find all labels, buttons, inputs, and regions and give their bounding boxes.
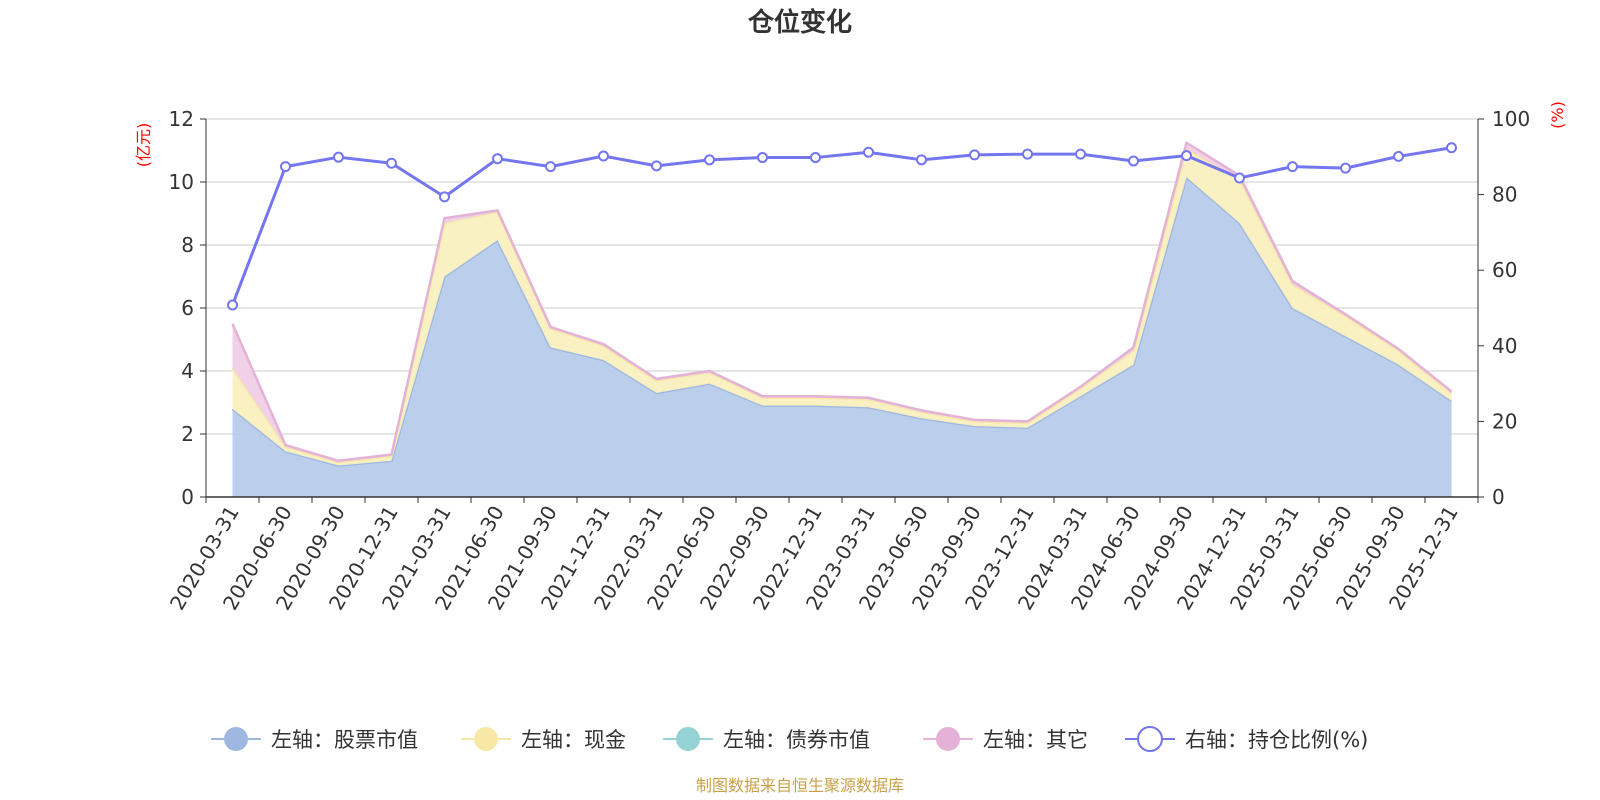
- legend-label: 左轴：债券市值: [723, 728, 870, 752]
- legend-label: 右轴：持仓比例(%): [1185, 728, 1368, 752]
- right-tick-label: 80: [1492, 183, 1517, 207]
- area-other: [232, 142, 1452, 463]
- legend-marker-hollow: [1137, 726, 1163, 752]
- ratio-point: [386, 157, 397, 169]
- ratio-point: [227, 299, 238, 311]
- ratio-point: [1340, 162, 1351, 174]
- legend-label: 左轴：其它: [983, 728, 1088, 752]
- ratio-point: [598, 150, 609, 162]
- right-axis-unit: (%): [1548, 101, 1567, 129]
- ratio-point: [1022, 148, 1033, 160]
- position-ratio-line: [227, 142, 1457, 311]
- area-cash: [232, 148, 1452, 466]
- legend: 左轴：股票市值 左轴：现金 左轴：债券市值 左轴：其它 右轴：持仓比例(%): [211, 726, 1368, 752]
- left-tick-label: 12: [169, 107, 194, 131]
- legend-marker: [676, 727, 700, 751]
- ratio-point: [916, 154, 927, 166]
- left-tick-label: 6: [181, 296, 194, 320]
- left-tick-label: 10: [169, 170, 194, 194]
- ratio-point: [1287, 161, 1298, 173]
- ratio-line-path: [231, 146, 1452, 306]
- area-edge-other: [231, 141, 1453, 463]
- ratio-point: [1234, 172, 1245, 184]
- left-tick-label: 2: [181, 422, 194, 446]
- right-tick-label: 100: [1492, 107, 1530, 131]
- right-tick-label: 40: [1492, 334, 1517, 358]
- ratio-point: [1393, 150, 1404, 162]
- ratio-point: [1128, 155, 1139, 167]
- legend-marker: [936, 727, 960, 751]
- right-tick-label: 20: [1492, 409, 1517, 433]
- source-note: 制图数据来自恒生聚源数据库: [696, 776, 904, 795]
- right-tick-label: 0: [1492, 485, 1505, 509]
- ratio-point: [1446, 142, 1457, 154]
- ratio-point: [969, 149, 980, 161]
- ratio-point: [1181, 150, 1192, 162]
- legend-marker: [474, 727, 498, 751]
- left-axis-unit: (亿元): [134, 123, 153, 168]
- ratio-point: [333, 151, 344, 163]
- ratio-point: [280, 161, 291, 173]
- ratio-point: [704, 154, 715, 166]
- ratio-point: [757, 152, 768, 164]
- ratio-point: [492, 153, 503, 165]
- ratio-point: [1075, 148, 1086, 160]
- legend-marker: [224, 727, 248, 751]
- legend-label: 左轴：股票市值: [271, 728, 418, 752]
- left-tick-label: 0: [181, 485, 194, 509]
- left-tick-label: 8: [181, 233, 194, 257]
- chart-title: 仓位变化: [747, 7, 852, 38]
- ratio-point: [545, 161, 556, 173]
- right-tick-label: 60: [1492, 258, 1517, 282]
- ratio-point: [810, 152, 821, 164]
- area-stock-value: [232, 177, 1452, 497]
- legend-label: 左轴：现金: [521, 728, 626, 752]
- stacked-areas: [231, 141, 1453, 497]
- ratio-point: [863, 146, 874, 158]
- left-tick-label: 4: [181, 359, 194, 383]
- ratio-point: [651, 160, 662, 172]
- ratio-point: [439, 191, 450, 203]
